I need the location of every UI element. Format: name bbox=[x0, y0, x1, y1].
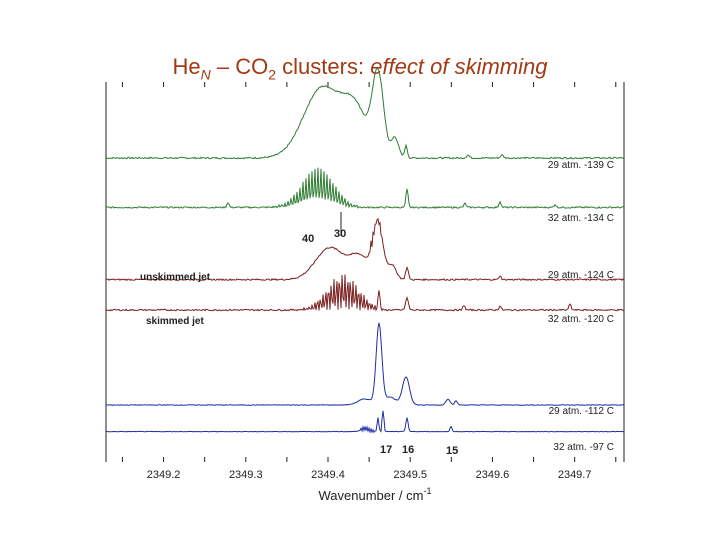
trace-label: 29 atm. -139 C bbox=[548, 160, 614, 171]
trace-label: 29 atm. -124 C bbox=[548, 270, 614, 281]
cluster-17-label: 17 bbox=[380, 444, 392, 456]
x-tick-label: 2349.7 bbox=[558, 469, 592, 481]
cluster-30-label: 30 bbox=[334, 228, 346, 240]
trace-label: 32 atm. -120 C bbox=[548, 314, 614, 325]
x-tick-label: 2349.6 bbox=[476, 469, 510, 481]
x-axis-label: Wavenumber / cm-1 bbox=[318, 486, 431, 503]
trace-29atm-124C bbox=[105, 217, 625, 282]
cluster-40-label: 40 bbox=[302, 233, 314, 245]
plot-frame bbox=[105, 82, 625, 462]
x-tick-label: 2349.5 bbox=[393, 469, 427, 481]
trace-label: 29 atm. -112 C bbox=[549, 406, 614, 417]
spectrum-traces bbox=[105, 67, 625, 434]
x-tick-label: 2349.2 bbox=[147, 469, 181, 481]
chart-title: HeN – CO2 clusters: effect of skimming bbox=[172, 54, 548, 83]
x-axis-ticks: 2349.2 2349.3 2349.4 2349.5 2349.6 2349.7 Wave… bbox=[121, 82, 617, 503]
x-tick-label: 2349.3 bbox=[229, 469, 263, 481]
trace-label: 32 atm. -134 C bbox=[548, 213, 614, 224]
trace-32atm-120C bbox=[105, 274, 625, 312]
skimmed-jet-label: skimmed jet bbox=[146, 316, 204, 327]
trace-label: 32 atm. -97 C bbox=[553, 442, 614, 453]
trace-32atm-97C bbox=[105, 410, 625, 434]
trace-labels: 29 atm. -139 C 32 atm. -134 C 29 atm. -124… bbox=[548, 160, 614, 453]
cluster-15-label: 15 bbox=[446, 445, 458, 457]
x-tick-label: 2349.4 bbox=[311, 469, 345, 481]
trace-29atm-139C bbox=[105, 67, 625, 160]
trace-32atm-134C bbox=[105, 167, 625, 209]
annotations: unskimmed jet skimmed jet 40 30 17 16 15 bbox=[140, 212, 458, 457]
unskimmed-jet-label: unskimmed jet bbox=[140, 272, 211, 283]
trace-29atm-112C bbox=[106, 322, 625, 406]
cluster-16-label: 16 bbox=[402, 444, 414, 456]
